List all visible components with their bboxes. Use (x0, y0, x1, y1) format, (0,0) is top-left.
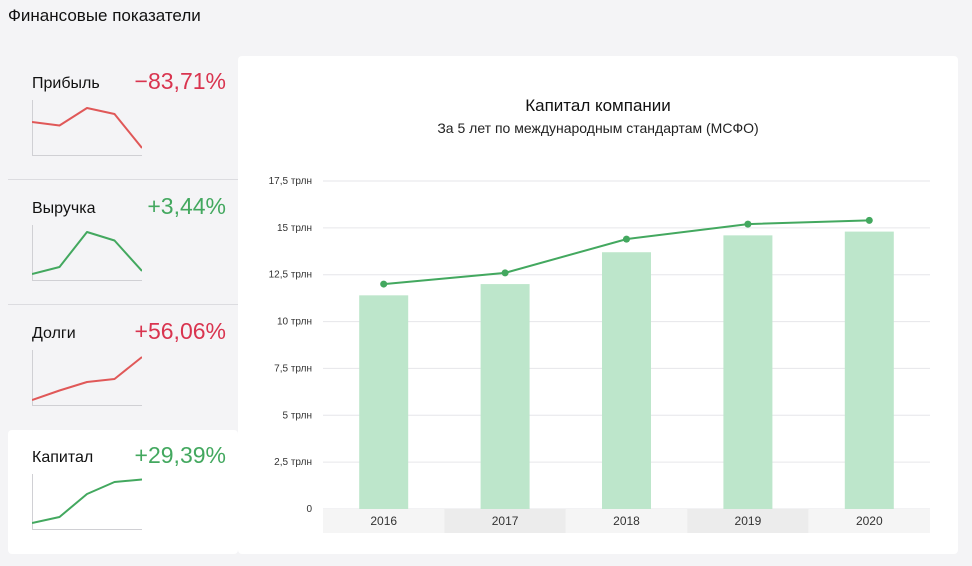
chart-title: Капитал компании (525, 96, 671, 115)
y-tick-label: 15 трлн (277, 223, 312, 234)
x-tick-label: 2019 (735, 514, 762, 528)
sparkline-line (32, 107, 142, 149)
y-tick-label: 5 трлн (283, 410, 313, 421)
data-point (865, 216, 873, 224)
divider (8, 179, 238, 180)
data-point (744, 220, 752, 228)
metric-label: Капитал (32, 449, 94, 466)
sparkline-chart (32, 474, 142, 530)
x-category-band (687, 509, 809, 533)
y-tick-label: 2,5 трлн (274, 457, 312, 468)
y-tick-label: 7,5 трлн (274, 363, 312, 374)
metric-label: Выручка (32, 200, 96, 217)
data-point (623, 235, 630, 243)
chart-subtitle: За 5 лет по международным стандартам (МС… (437, 120, 759, 136)
x-category-band (565, 509, 688, 533)
x-category-band (808, 509, 930, 533)
metric-card-profit[interactable]: Прибыль −83,71% (8, 56, 238, 180)
divider (8, 304, 238, 305)
metric-card-debts[interactable]: Долги +56,06% (8, 306, 238, 430)
sparkline-chart (32, 225, 142, 281)
metric-label: Долги (32, 325, 76, 342)
metric-change: −83,71% (134, 68, 226, 94)
y-tick-label: 12,5 трлн (269, 270, 312, 281)
y-tick-label: 17,5 трлн (269, 176, 312, 187)
bar (359, 295, 409, 509)
page-title: Финансовые показатели (8, 6, 201, 25)
capital-chart: 0 2,5 трлн 5 трлн 7,5 трлн 10 трлн 12,5 трлн 1… (269, 176, 930, 533)
metric-label: Прибыль (32, 75, 100, 92)
sparkline-line (32, 356, 142, 401)
metric-card-capital[interactable]: Капитал +29,39% (8, 430, 238, 554)
x-tick-label: 2020 (856, 514, 883, 528)
sparkline-chart (32, 350, 142, 406)
bar (602, 252, 651, 510)
metric-change: +3,44% (147, 193, 226, 219)
bar (723, 235, 773, 509)
sparkline-chart (32, 100, 142, 156)
x-category-band (444, 509, 566, 533)
y-tick-label: 0 (306, 504, 312, 515)
metric-change: +29,39% (134, 442, 226, 468)
metric-card-revenue[interactable]: Выручка +3,44% (8, 181, 238, 305)
x-tick-label: 2018 (613, 514, 640, 528)
bar (844, 231, 894, 509)
x-tick-label: 2017 (492, 514, 519, 528)
data-point (380, 280, 388, 288)
sparkline-line (32, 478, 142, 524)
chart-card: 0 2,5 трлн 5 трлн 7,5 трлн 10 трлн 12,5 трлн 1… (238, 56, 958, 554)
sparkline-line (32, 231, 142, 275)
x-tick-label: 2016 (370, 514, 397, 528)
y-tick-label: 10 трлн (277, 317, 312, 328)
bar (480, 284, 530, 509)
metric-change: +56,06% (134, 318, 226, 344)
data-point (501, 269, 509, 277)
x-category-band (323, 509, 445, 533)
